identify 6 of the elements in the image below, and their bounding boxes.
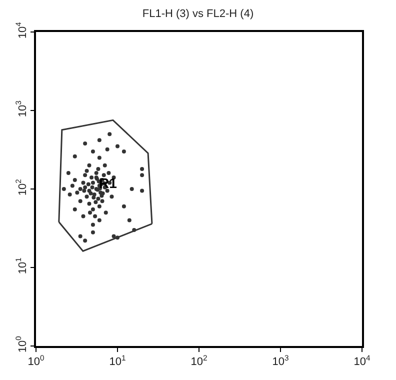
- x-tick-label: 10$^{1}$: [109, 353, 126, 368]
- x-tick-label: 10$^{0}$: [28, 353, 44, 368]
- x-tick-label: 10$^{2}$: [190, 353, 208, 368]
- x-tick-label: 10$^{4}$: [354, 353, 371, 368]
- chart-title: FL1-H (3) vs FL2-H (4): [142, 8, 254, 20]
- x-tick-label: 10$^{3}$: [272, 353, 289, 368]
